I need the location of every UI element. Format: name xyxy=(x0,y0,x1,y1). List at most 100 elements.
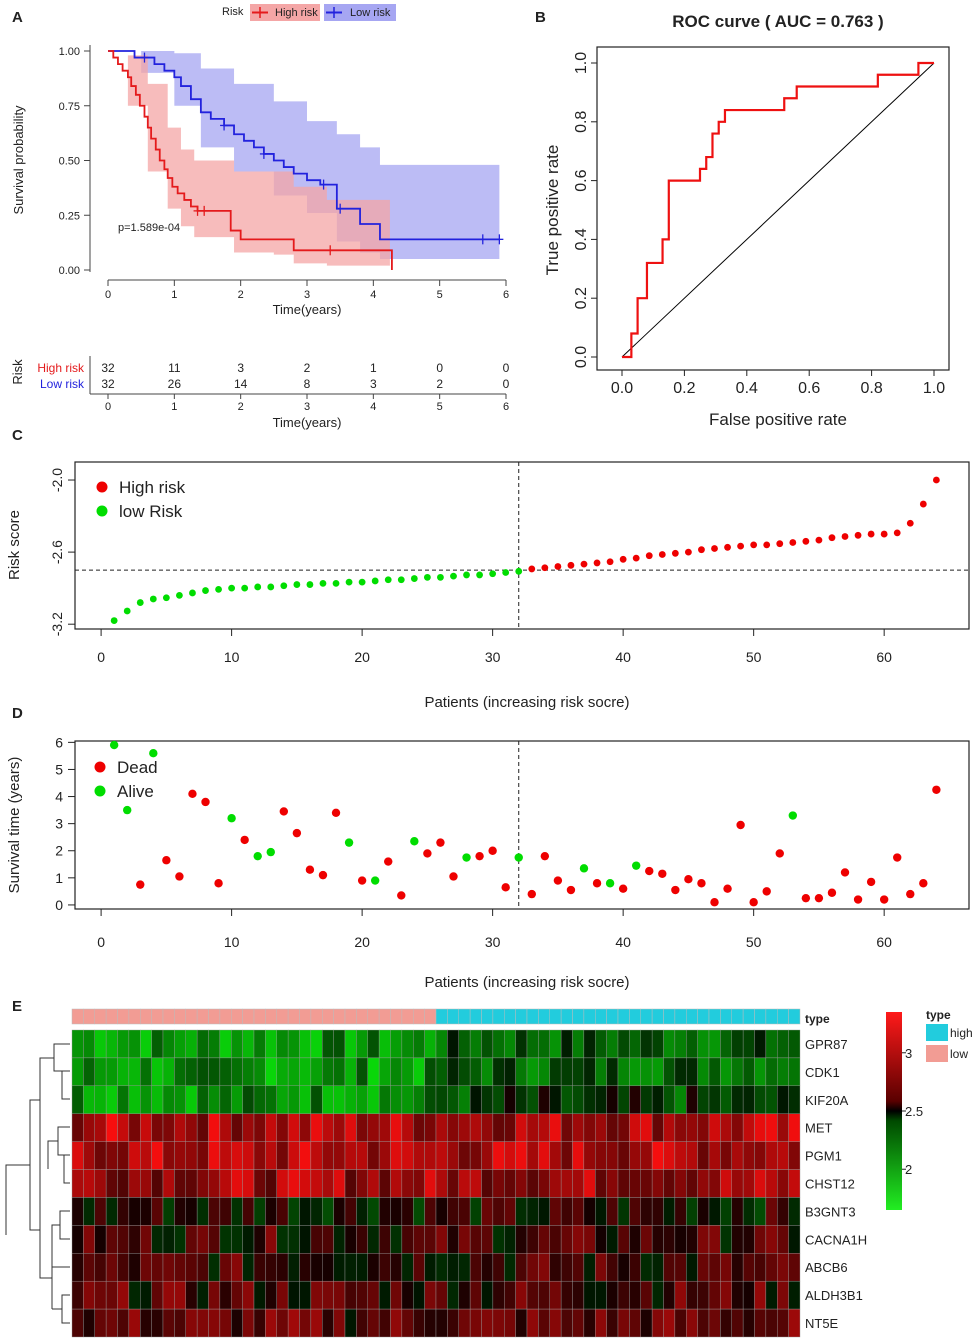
panel-label-c: C xyxy=(12,427,23,444)
heatmap-cell xyxy=(196,1141,209,1170)
heatmap-cell xyxy=(390,1253,403,1282)
heatmap-gene-label: KIF20A xyxy=(805,1093,849,1108)
heatmap-cell xyxy=(469,1280,482,1310)
heatmap-cell xyxy=(720,1197,732,1226)
type-annotation-cell-high xyxy=(492,1008,505,1025)
heatmap-cell xyxy=(333,1225,346,1254)
risk-point-high xyxy=(632,554,640,562)
heatmap-cell xyxy=(208,1113,221,1142)
heatmap-cell xyxy=(378,1253,391,1282)
heatmap-cell xyxy=(777,1141,789,1170)
heatmap-cell xyxy=(105,1057,118,1087)
heatmap-cell xyxy=(401,1280,414,1310)
heatmap-cell xyxy=(287,1085,300,1114)
survival-x-tick-label: 30 xyxy=(485,934,501,950)
heatmap-cell xyxy=(572,1113,585,1142)
survival-x-tick-label: 20 xyxy=(354,934,370,950)
heatmap-cell xyxy=(606,1225,619,1254)
heatmap-cell xyxy=(504,1197,516,1226)
type-annotation-cell-high xyxy=(629,1008,641,1025)
heatmap-cell xyxy=(481,1029,494,1059)
heatmap-cell xyxy=(219,1253,232,1282)
heatmap-cell xyxy=(777,1225,789,1254)
risk-point-high xyxy=(841,533,849,540)
survival-point-alive xyxy=(266,847,275,857)
heatmap-legend-title: type xyxy=(926,1008,951,1022)
survival-point-alive xyxy=(253,851,262,861)
heatmap-cell xyxy=(356,1280,368,1310)
heatmap-cell xyxy=(401,1225,414,1254)
heatmap-cell xyxy=(287,1029,300,1059)
type-annotation-cell-low xyxy=(253,1008,266,1025)
heatmap-cell xyxy=(572,1308,585,1338)
heatmap-cell xyxy=(686,1113,698,1142)
type-annotation-cell-low xyxy=(71,1008,84,1025)
survival-point-alive xyxy=(410,837,419,846)
heatmap-cell xyxy=(754,1141,767,1170)
heatmap-cell xyxy=(583,1308,596,1338)
heatmap-cell xyxy=(742,1029,755,1059)
heatmap-cell xyxy=(299,1169,312,1198)
heatmap-cell xyxy=(731,1141,744,1170)
km-x-tick-label: 0 xyxy=(105,289,111,301)
heatmap-cell xyxy=(344,1141,357,1170)
heatmap-cell xyxy=(185,1169,198,1198)
heatmap-cell xyxy=(674,1113,687,1142)
heatmap-cell xyxy=(413,1225,425,1254)
heatmap-cell xyxy=(378,1169,391,1198)
type-annotation-cell-high xyxy=(572,1008,585,1025)
heatmap-cell xyxy=(720,1225,732,1254)
heatmap-cell xyxy=(378,1280,391,1310)
heatmap-cell xyxy=(731,1169,744,1198)
heatmap-cell xyxy=(287,1141,300,1170)
heatmap-cell xyxy=(708,1253,721,1282)
dendrogram-branch-mid xyxy=(47,1126,70,1184)
risk-x-axis: 0 10 20 30 40 50 60 xyxy=(97,629,892,665)
type-annotation-cell-high xyxy=(515,1008,528,1025)
heatmap-cell xyxy=(242,1169,255,1198)
heatmap-cell xyxy=(185,1253,198,1282)
km-x-tick-label: 5 xyxy=(437,289,443,301)
heatmap-cell xyxy=(174,1141,186,1170)
heatmap-cell xyxy=(538,1308,550,1338)
heatmap-cell xyxy=(83,1113,95,1142)
survival-point-dead xyxy=(618,884,628,893)
heatmap-cell xyxy=(242,1141,255,1170)
heatmap-cell xyxy=(492,1280,505,1310)
heatmap-cell xyxy=(162,1280,175,1310)
heatmap-cell xyxy=(595,1280,607,1310)
heatmap-cell xyxy=(560,1113,573,1142)
type-annotation-cell-low xyxy=(162,1008,175,1025)
heatmap-cell xyxy=(674,1085,687,1114)
heatmap-cell xyxy=(310,1057,323,1087)
heatmap-cell xyxy=(253,1029,266,1059)
heatmap-cell xyxy=(390,1029,403,1059)
heatmap-cell xyxy=(83,1085,95,1114)
heatmap-cell xyxy=(583,1141,596,1170)
heatmap-cell xyxy=(731,1029,744,1059)
heatmap-cell xyxy=(617,1280,630,1310)
heatmap-cell xyxy=(492,1308,505,1338)
heatmap-cell xyxy=(504,1225,516,1254)
heatmap-cell xyxy=(322,1225,334,1254)
heatmap-cell xyxy=(333,1029,346,1059)
type-annotation-cell-low xyxy=(231,1008,243,1025)
survival-legend-alive-label: Alive xyxy=(117,782,154,801)
heatmap-cell xyxy=(242,1029,255,1059)
risk-table-cell: 0 xyxy=(503,377,510,391)
heatmap-cell xyxy=(560,1253,573,1282)
heatmap-cell xyxy=(71,1029,84,1059)
heatmap-cell xyxy=(708,1197,721,1226)
heatmap-cell xyxy=(299,1113,312,1142)
heatmap-cell xyxy=(458,1113,471,1142)
heatmap-cell xyxy=(595,1141,607,1170)
risk-point-high xyxy=(763,541,771,549)
heatmap-cell xyxy=(196,1113,209,1142)
heatmap-dendrogram xyxy=(5,1043,70,1324)
heatmap-cell xyxy=(151,1253,164,1282)
heatmap-cell xyxy=(674,1141,687,1170)
heatmap-cell xyxy=(162,1113,175,1142)
heatmap-cell xyxy=(788,1169,801,1198)
heatmap-cell xyxy=(447,1141,459,1170)
heatmap-cell xyxy=(435,1197,448,1226)
